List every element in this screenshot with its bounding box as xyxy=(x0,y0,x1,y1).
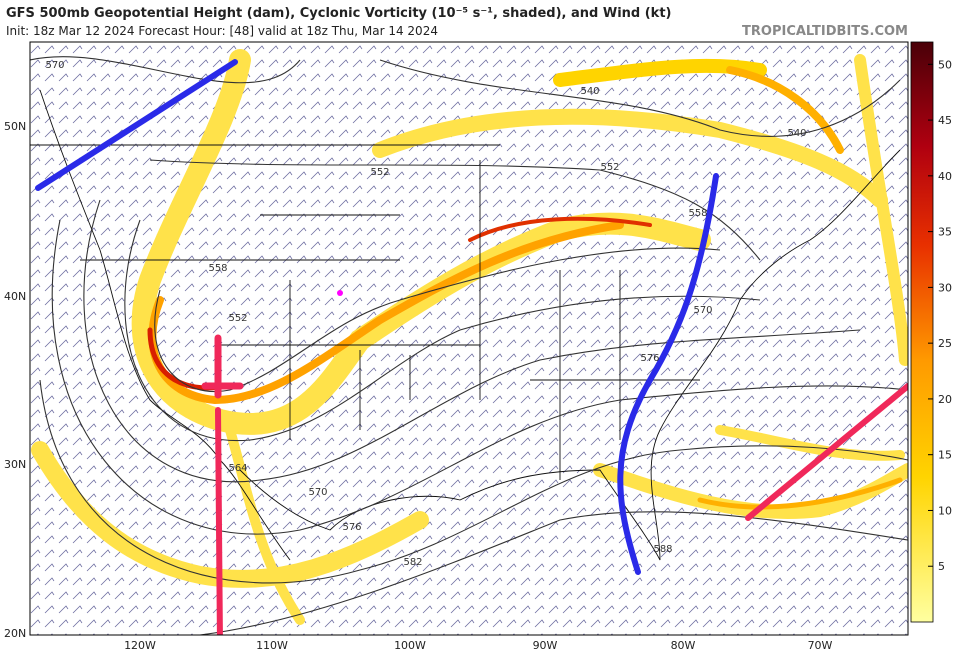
lat-label: 50N xyxy=(4,120,26,133)
contour-label: 558 xyxy=(208,263,227,274)
contour-label: 570 xyxy=(45,60,64,71)
colorbar xyxy=(910,41,934,623)
colorbar-tick-label: 20 xyxy=(938,393,952,406)
contour-label: 552 xyxy=(228,313,247,324)
watermark: TROPICALTIDBITS.COM xyxy=(742,24,908,39)
contour-label: 576 xyxy=(342,522,361,533)
contour-label: 552 xyxy=(600,162,619,173)
colorbar-tick-label: 15 xyxy=(938,449,952,462)
lon-label: 90W xyxy=(533,639,558,652)
contour-label: 570 xyxy=(308,487,327,498)
lon-label: 120W xyxy=(124,639,156,652)
colorbar-ticks: 5 10 15 20 25 30 35 40 45 50 xyxy=(928,58,952,573)
marker xyxy=(337,290,343,296)
subtitle: Init: 18z Mar 12 2024 Forecast Hour: [48… xyxy=(6,24,438,38)
lat-label: 30N xyxy=(4,458,26,471)
lon-label: 70W xyxy=(808,639,833,652)
colorbar-tick-label: 25 xyxy=(938,337,952,350)
contour-label: 540 xyxy=(787,128,806,139)
contour-label: 564 xyxy=(228,463,247,474)
lat-labels: 50N 40N 30N 20N xyxy=(4,120,26,640)
colorbar-tick-label: 50 xyxy=(938,58,952,71)
map: 570 540 540 552 552 558 558 552 570 576 … xyxy=(30,42,908,635)
contour-label: 540 xyxy=(580,86,599,97)
contour-label: 552 xyxy=(370,167,389,178)
map-frame xyxy=(29,41,909,636)
colorbar-tick-label: 10 xyxy=(938,504,952,517)
colorbar-tick-label: 40 xyxy=(938,170,952,183)
contour-label: 582 xyxy=(403,557,422,568)
lon-label: 80W xyxy=(671,639,696,652)
lon-label: 110W xyxy=(256,639,288,652)
colorbar-tick-label: 45 xyxy=(938,114,952,127)
contour-label: 576 xyxy=(640,353,659,364)
colorbar-tick-label: 30 xyxy=(938,281,952,294)
height-contours xyxy=(30,56,908,635)
contour-label: 588 xyxy=(653,544,672,555)
colorbar-tick-label: 5 xyxy=(938,560,945,573)
vorticity xyxy=(31,49,908,625)
lat-label: 40N xyxy=(4,290,26,303)
lon-labels: 120W 110W 100W 90W 80W 70W xyxy=(124,639,832,652)
title: GFS 500mb Geopotential Height (dam), Cyc… xyxy=(6,6,672,21)
lon-label: 100W xyxy=(394,639,426,652)
contour-label: 570 xyxy=(693,305,712,316)
annotations xyxy=(35,59,908,635)
lat-label: 20N xyxy=(4,627,26,640)
contour-labels: 570 540 540 552 552 558 558 552 570 576 … xyxy=(45,60,806,568)
contour-label: 558 xyxy=(688,208,707,219)
colorbar-tick-label: 35 xyxy=(938,226,952,239)
